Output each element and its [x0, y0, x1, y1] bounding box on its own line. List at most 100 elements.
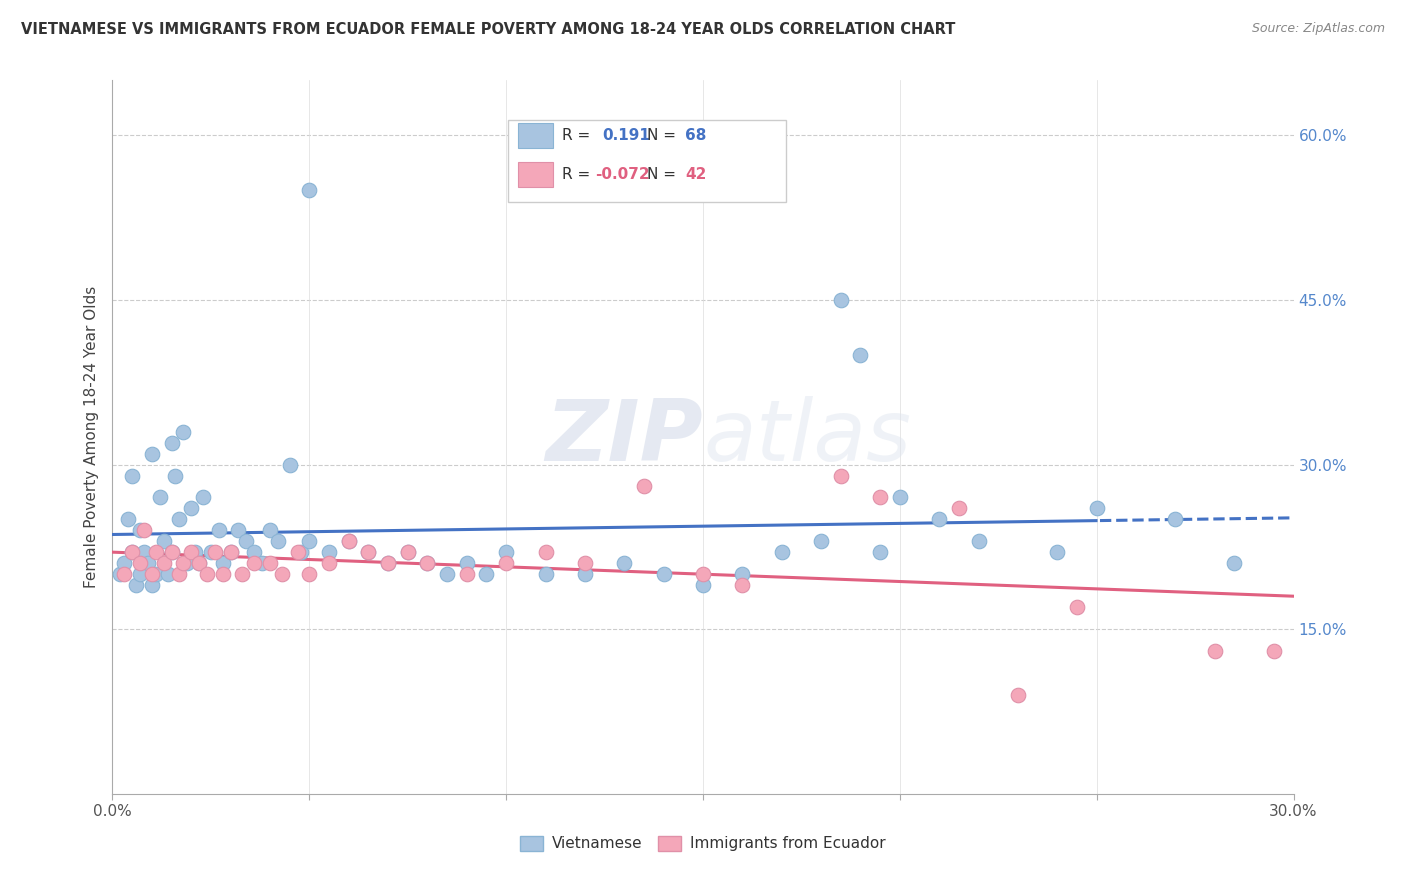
Text: VIETNAMESE VS IMMIGRANTS FROM ECUADOR FEMALE POVERTY AMONG 18-24 YEAR OLDS CORRE: VIETNAMESE VS IMMIGRANTS FROM ECUADOR FE…	[21, 22, 956, 37]
Point	[250, 557, 273, 571]
Point	[121, 545, 143, 559]
Point	[731, 567, 754, 582]
Point	[633, 479, 655, 493]
Point	[184, 545, 207, 559]
Point	[165, 468, 187, 483]
Point	[125, 578, 148, 592]
Point	[456, 567, 478, 582]
Point	[1066, 600, 1088, 615]
Point	[534, 545, 557, 559]
Point	[436, 567, 458, 582]
Point	[1223, 557, 1246, 571]
Point	[160, 435, 183, 450]
Text: R =: R =	[562, 128, 591, 143]
Point	[731, 578, 754, 592]
Point	[259, 524, 281, 538]
Point	[849, 348, 872, 362]
Point	[1263, 644, 1285, 658]
Text: -0.072: -0.072	[596, 167, 650, 182]
Text: R =: R =	[562, 167, 591, 182]
Point	[211, 557, 233, 571]
Text: 42: 42	[685, 167, 707, 182]
Point	[188, 557, 211, 571]
Point	[195, 567, 218, 582]
Point	[152, 534, 174, 549]
Point	[613, 557, 636, 571]
Point	[160, 545, 183, 559]
Y-axis label: Female Poverty Among 18-24 Year Olds: Female Poverty Among 18-24 Year Olds	[83, 286, 98, 588]
Text: N =: N =	[648, 128, 676, 143]
Point	[132, 524, 155, 538]
Point	[318, 545, 340, 559]
Point	[869, 491, 891, 505]
Point	[160, 545, 183, 559]
Point	[156, 567, 179, 582]
Point	[121, 468, 143, 483]
Text: atlas: atlas	[703, 395, 911, 479]
Point	[132, 545, 155, 559]
Point	[235, 534, 257, 549]
Point	[1046, 545, 1069, 559]
Point	[298, 567, 321, 582]
FancyBboxPatch shape	[517, 162, 553, 187]
Point	[692, 578, 714, 592]
Point	[298, 534, 321, 549]
Point	[770, 545, 793, 559]
Point	[141, 446, 163, 460]
Point	[141, 567, 163, 582]
Point	[830, 293, 852, 307]
Point	[149, 491, 172, 505]
Point	[377, 557, 399, 571]
Point	[169, 512, 191, 526]
Point	[200, 545, 222, 559]
Point	[396, 545, 419, 559]
Text: ZIP: ZIP	[546, 395, 703, 479]
Point	[110, 567, 132, 582]
Point	[169, 567, 191, 582]
Point	[219, 545, 242, 559]
Point	[204, 545, 226, 559]
Point	[211, 567, 233, 582]
Point	[208, 524, 231, 538]
Point	[219, 545, 242, 559]
Point	[652, 567, 675, 582]
Point	[810, 534, 832, 549]
Point	[290, 545, 312, 559]
Point	[475, 567, 498, 582]
Point	[112, 567, 135, 582]
Point	[416, 557, 439, 571]
Point	[396, 545, 419, 559]
Point	[337, 534, 360, 549]
Point	[416, 557, 439, 571]
Point	[176, 557, 198, 571]
Point	[889, 491, 911, 505]
Point	[129, 567, 152, 582]
Point	[318, 557, 340, 571]
Point	[869, 545, 891, 559]
FancyBboxPatch shape	[517, 123, 553, 148]
Point	[141, 578, 163, 592]
Point	[928, 512, 950, 526]
Point	[259, 557, 281, 571]
Point	[967, 534, 990, 549]
Point	[228, 524, 250, 538]
Point	[145, 567, 167, 582]
Point	[574, 557, 596, 571]
Text: 0.191: 0.191	[603, 128, 651, 143]
Point	[1164, 512, 1187, 526]
Point	[188, 557, 211, 571]
Point	[278, 458, 301, 472]
Text: 68: 68	[685, 128, 707, 143]
Point	[830, 468, 852, 483]
Point	[1204, 644, 1226, 658]
Point	[129, 524, 152, 538]
Point	[574, 567, 596, 582]
Point	[180, 501, 202, 516]
Point	[357, 545, 380, 559]
Point	[129, 557, 152, 571]
Legend: Vietnamese, Immigrants from Ecuador: Vietnamese, Immigrants from Ecuador	[515, 830, 891, 857]
Point	[495, 557, 517, 571]
Point	[298, 183, 321, 197]
Point	[267, 534, 290, 549]
Point	[180, 545, 202, 559]
